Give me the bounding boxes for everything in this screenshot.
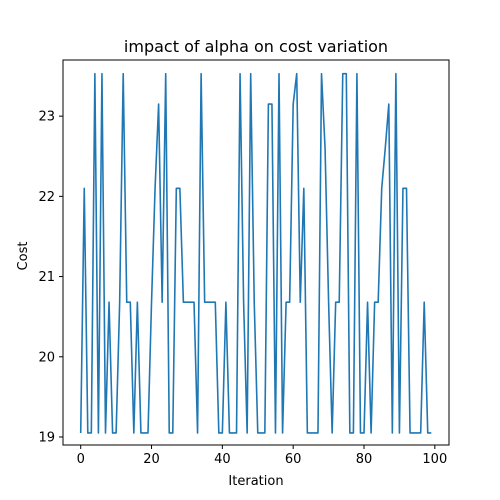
y-tick-label: 20 xyxy=(38,350,55,365)
x-tick-label: 40 xyxy=(214,452,231,467)
y-tick-label: 23 xyxy=(38,110,55,125)
axes-frame xyxy=(62,59,450,446)
x-axis-label: Iteration xyxy=(228,474,283,489)
chart-title: impact of alpha on cost variation xyxy=(124,37,388,56)
x-tick-label: 0 xyxy=(77,452,85,467)
y-tick-label: 19 xyxy=(38,430,55,445)
x-tick-label: 80 xyxy=(356,452,373,467)
y-axis-label: Cost xyxy=(16,242,31,271)
y-tick-label: 22 xyxy=(38,190,55,205)
y-tick-label: 21 xyxy=(38,270,55,285)
x-tick-label: 20 xyxy=(143,452,160,467)
series-line-0 xyxy=(79,72,432,434)
x-tick-label: 100 xyxy=(422,452,447,467)
x-tick-label: 60 xyxy=(285,452,302,467)
plot-area: 0 20 40 60 80 100 19 20 21 22 23 xyxy=(38,59,450,467)
